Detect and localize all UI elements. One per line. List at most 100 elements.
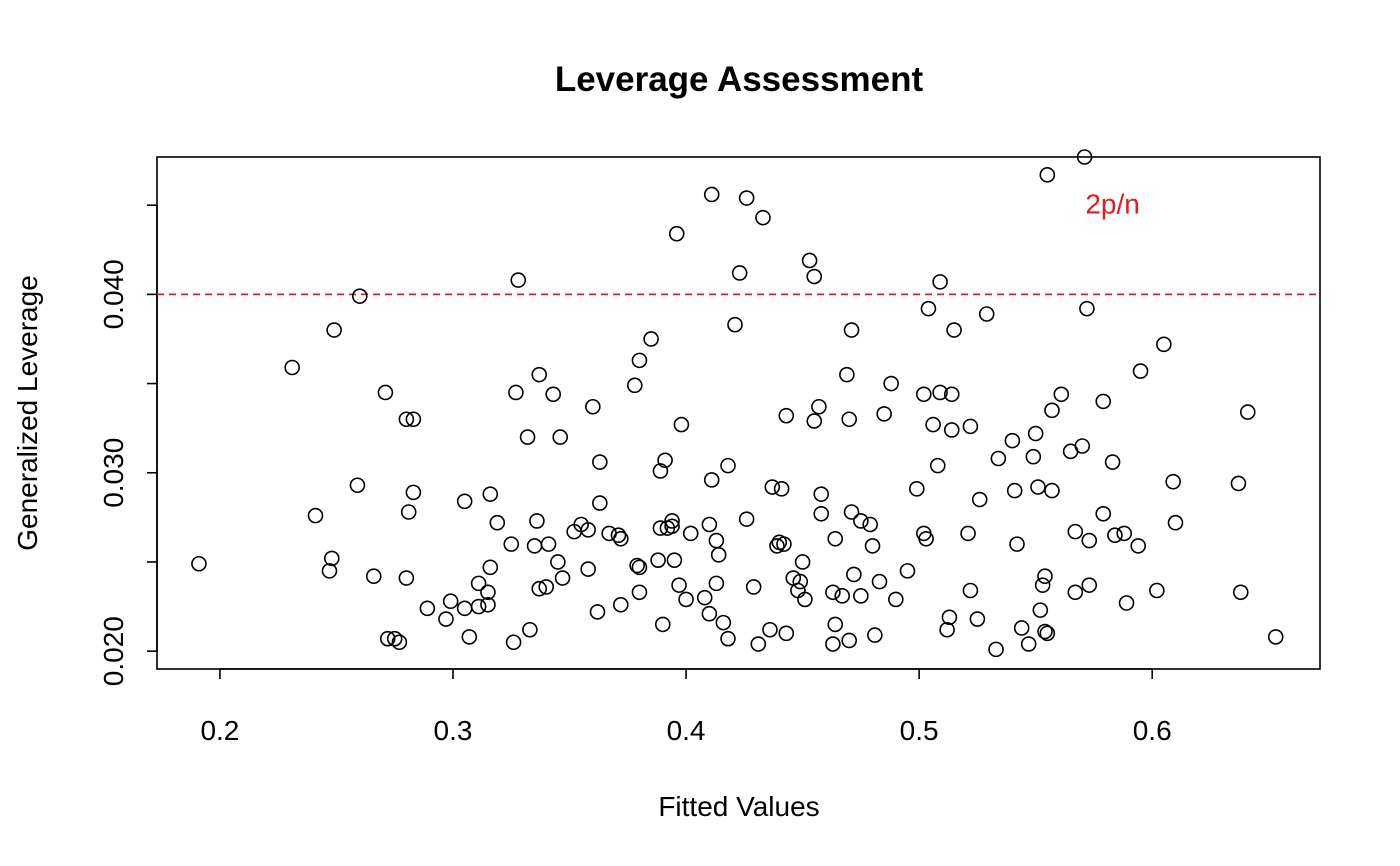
data-point xyxy=(755,209,771,226)
data-point xyxy=(778,407,795,424)
data-point xyxy=(1037,568,1053,585)
data-point xyxy=(932,384,948,401)
data-point xyxy=(1053,386,1070,403)
data-point xyxy=(1027,425,1044,442)
data-point xyxy=(480,584,496,601)
data-point xyxy=(643,331,659,347)
data-point xyxy=(738,190,755,206)
data-point xyxy=(1267,629,1284,645)
data-point xyxy=(990,450,1007,467)
data-point xyxy=(962,418,979,435)
data-point xyxy=(580,561,596,577)
data-point xyxy=(438,611,454,627)
y-tick-label: 0.030 xyxy=(98,438,129,508)
data-point xyxy=(1074,438,1091,454)
data-point xyxy=(398,411,415,428)
data-point xyxy=(1039,625,1056,642)
y-tick-label: 0.040 xyxy=(98,259,129,329)
data-point xyxy=(1030,479,1046,495)
data-point xyxy=(929,457,946,474)
data-point xyxy=(1081,577,1098,593)
data-point xyxy=(482,559,499,576)
data-point xyxy=(456,493,473,510)
data-point xyxy=(1039,167,1056,183)
data-point xyxy=(703,472,720,488)
data-point xyxy=(696,589,713,606)
data-point xyxy=(379,630,396,647)
data-point xyxy=(552,429,569,445)
data-point xyxy=(323,550,340,567)
data-point xyxy=(1006,482,1023,499)
data-point xyxy=(876,406,892,422)
data-point xyxy=(720,457,736,474)
data-point xyxy=(351,288,368,304)
data-point xyxy=(1165,473,1181,490)
data-point xyxy=(489,514,506,531)
data-point xyxy=(510,272,527,288)
data-point xyxy=(1032,602,1049,618)
data-point xyxy=(969,611,986,627)
data-point xyxy=(554,570,571,586)
data-point xyxy=(825,636,841,652)
data-point xyxy=(853,588,869,604)
data-point xyxy=(349,477,366,494)
x-tick-label: 0.4 xyxy=(667,715,706,746)
data-point xyxy=(908,481,925,497)
data-point xyxy=(1132,363,1149,379)
data-point xyxy=(813,505,830,522)
data-point xyxy=(806,268,823,285)
data-point xyxy=(764,479,781,495)
data-point xyxy=(1095,393,1112,410)
data-point xyxy=(915,386,932,403)
data-point xyxy=(946,322,962,338)
data-point xyxy=(386,630,403,647)
data-point xyxy=(545,386,562,403)
data-point xyxy=(943,422,960,438)
data-point xyxy=(701,605,718,622)
data-point xyxy=(191,555,207,572)
data-point xyxy=(843,504,860,520)
data-point xyxy=(673,416,690,433)
data-point xyxy=(867,627,883,643)
data-point xyxy=(806,413,823,429)
data-point xyxy=(1076,149,1093,165)
data-point xyxy=(1067,584,1084,601)
chart-title: Leverage Assessment xyxy=(555,60,924,99)
data-point xyxy=(631,559,648,576)
data-point xyxy=(745,579,762,595)
data-point xyxy=(769,538,785,554)
data-point xyxy=(715,614,732,631)
data-point xyxy=(652,520,669,536)
data-point xyxy=(377,384,394,401)
data-point xyxy=(1149,582,1165,599)
data-point xyxy=(1116,525,1133,542)
data-point xyxy=(792,573,809,590)
data-point xyxy=(846,566,862,583)
data-point xyxy=(825,584,841,601)
data-point xyxy=(701,516,718,533)
data-point xyxy=(321,563,338,579)
data-point xyxy=(629,557,645,574)
data-point xyxy=(682,525,699,542)
data-point xyxy=(941,609,958,626)
data-point xyxy=(664,513,680,529)
data-point xyxy=(585,398,601,415)
data-point xyxy=(801,252,818,269)
data-point xyxy=(592,495,608,511)
data-point xyxy=(834,588,851,604)
data-point xyxy=(631,352,648,369)
data-point xyxy=(531,366,548,383)
data-point xyxy=(1130,538,1147,554)
data-point xyxy=(920,300,937,317)
data-point xyxy=(1013,620,1030,636)
data-point xyxy=(613,596,629,613)
y-axis-label: Generalized Leverage xyxy=(12,275,43,551)
data-point xyxy=(1167,514,1184,531)
data-point xyxy=(678,591,694,608)
data-point xyxy=(1156,336,1172,353)
data-point xyxy=(398,570,415,586)
data-point xyxy=(888,591,904,608)
data-point xyxy=(580,522,596,538)
data-point xyxy=(538,579,555,595)
data-point xyxy=(843,322,860,338)
